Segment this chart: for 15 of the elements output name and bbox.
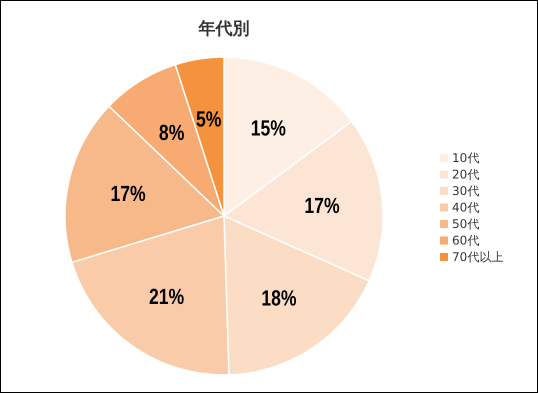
legend-label: 10代 xyxy=(452,151,480,166)
chart-title: 年代別 xyxy=(198,19,250,39)
data-label: 15% xyxy=(250,116,286,142)
data-label: 17% xyxy=(110,182,146,206)
data-label: 8% xyxy=(158,121,185,146)
legend-label: 70代以上 xyxy=(452,250,504,264)
legend-label: 60代 xyxy=(452,234,480,248)
legend-label: 20代 xyxy=(452,168,480,182)
data-label: 21% xyxy=(148,285,184,310)
legend-label: 30代 xyxy=(452,184,480,198)
data-label: 5% xyxy=(196,108,222,132)
legend-label: 40代 xyxy=(452,200,480,215)
data-label: 18% xyxy=(261,286,297,312)
legend-label: 50代 xyxy=(452,217,480,232)
data-label: 17% xyxy=(304,194,340,219)
